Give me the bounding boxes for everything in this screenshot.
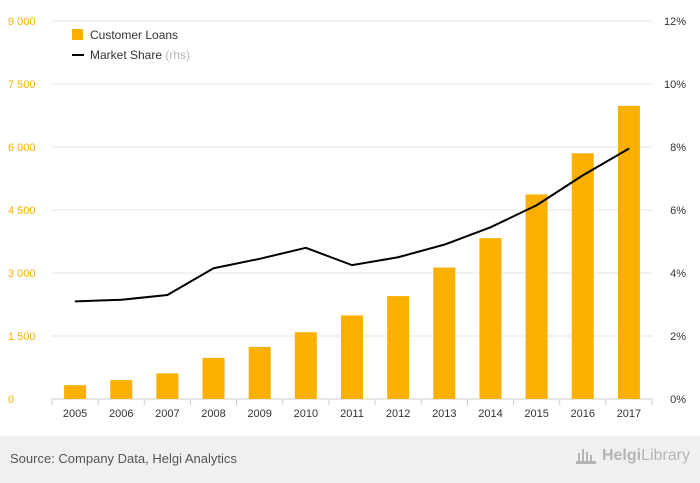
- market-share-point-2016: [582, 174, 584, 176]
- market-share-point-2015: [536, 204, 538, 206]
- grid: [52, 20, 652, 400]
- bar-2005: [64, 385, 87, 399]
- bar-2016: [571, 153, 594, 399]
- left-tick-label: 7 500: [8, 79, 36, 91]
- x-tick-label: 2015: [524, 408, 548, 420]
- x-axis: 2005 2006 2007 2008 2009 2010 2011 2012 2013 2014…: [51, 399, 653, 420]
- x-tick-label: 2008: [201, 408, 225, 420]
- right-tick-label: 4%: [670, 268, 686, 280]
- legend-label-customer-loans: Customer Loans: [90, 28, 178, 42]
- source-note: Source: Company Data, Helgi Analytics: [10, 451, 237, 466]
- x-tick-label: 2016: [571, 408, 595, 420]
- building-icon: [575, 449, 596, 464]
- bar-2008: [202, 357, 225, 399]
- right-tick-label: 0%: [670, 394, 686, 406]
- right-tick-label: 6%: [670, 205, 686, 217]
- footer: Source: Company Data, Helgi Analytics He…: [0, 436, 700, 483]
- x-tick-label: 2005: [63, 408, 87, 420]
- legend-label-market-share-name: Market Share: [90, 48, 162, 62]
- right-tick-label: 8%: [670, 142, 686, 154]
- x-tick-label: 2009: [247, 408, 271, 420]
- market-share-point-2009: [259, 258, 261, 260]
- brand-text: HelgiLibrary: [602, 447, 690, 465]
- line-series: [74, 147, 630, 303]
- bar-2014: [479, 238, 502, 399]
- market-share-point-2013: [443, 244, 445, 246]
- legend-label-market-share: Market Share (rhs): [90, 48, 190, 62]
- bar-2007: [156, 373, 179, 399]
- x-tick-label: 2010: [294, 408, 318, 420]
- right-tick-label: 10%: [664, 79, 686, 91]
- market-share-point-2017: [628, 148, 630, 150]
- bar-2013: [433, 267, 456, 399]
- right-axis: 0% 2% 4% 6% 8% 10% 12%: [664, 16, 686, 406]
- left-tick-label: 6 000: [8, 142, 36, 154]
- x-tick-label: 2014: [478, 408, 502, 420]
- legend-label-market-share-suffix: (rhs): [165, 48, 190, 62]
- market-share-point-2012: [397, 256, 399, 258]
- left-tick-label: 1 500: [8, 331, 36, 343]
- brand-suffix: Library: [641, 447, 690, 464]
- left-axis: 0 1 500 3 000 4 500 6 000 7 500 9 000: [8, 16, 36, 406]
- bar-2011: [341, 315, 363, 399]
- bar-series: [64, 105, 640, 399]
- right-tick-label: 2%: [670, 331, 686, 343]
- helgi-library-logo[interactable]: HelgiLibrary: [575, 447, 690, 465]
- bar-2010: [294, 332, 317, 399]
- x-tick-label: 2013: [432, 408, 456, 420]
- market-share-point-2006: [120, 299, 122, 301]
- legend-swatch-customer-loans: [72, 29, 83, 40]
- bar-2015: [525, 194, 548, 399]
- brand-prefix: Helgi: [601, 447, 642, 464]
- legend: Customer Loans Market Share (rhs): [72, 28, 190, 62]
- x-tick-label: 2007: [155, 408, 179, 420]
- x-tick-label: 2017: [617, 408, 641, 420]
- market-share-point-2010: [305, 247, 307, 249]
- market-share-point-2007: [166, 294, 168, 296]
- bar-2006: [110, 380, 133, 399]
- market-share-point-2005: [74, 300, 76, 302]
- x-tick-label: 2006: [109, 408, 133, 420]
- left-tick-label: 3 000: [8, 268, 36, 280]
- left-tick-label: 0: [8, 394, 14, 406]
- left-tick-label: 9 000: [8, 16, 36, 28]
- left-tick-label: 4 500: [8, 205, 36, 217]
- market-share-point-2008: [213, 267, 215, 269]
- chart: 0 1 500 3 000 4 500 6 000 7 500 9 000 0% 2% 4% 6%…: [8, 16, 686, 420]
- bar-2017: [617, 105, 640, 399]
- bar-2012: [387, 296, 410, 399]
- right-tick-label: 12%: [664, 16, 686, 28]
- x-tick-label: 2011: [340, 408, 364, 420]
- market-share-point-2011: [351, 264, 353, 266]
- market-share-point-2014: [489, 226, 491, 228]
- bar-2009: [248, 346, 271, 399]
- x-tick-label: 2012: [386, 408, 410, 420]
